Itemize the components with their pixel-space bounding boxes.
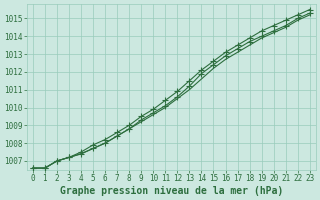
X-axis label: Graphe pression niveau de la mer (hPa): Graphe pression niveau de la mer (hPa) <box>60 186 283 196</box>
